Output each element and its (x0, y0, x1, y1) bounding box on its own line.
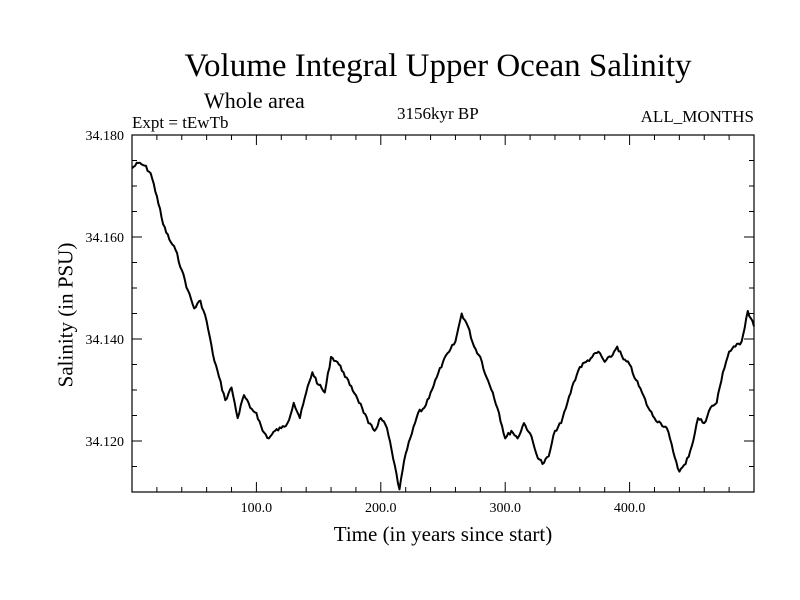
x-axis-label: Time (in years since start) (333, 522, 553, 546)
salinity-series-line (131, 161, 755, 491)
x-tick-label: 400.0 (614, 501, 646, 516)
y-tick-label: 34.160 (86, 231, 125, 246)
chart-subtitle: Whole area (204, 88, 305, 113)
x-tick-label: 300.0 (489, 501, 521, 516)
x-tick-label: 200.0 (365, 501, 397, 516)
y-tick-label: 34.180 (86, 129, 125, 144)
x-tick-label: 100.0 (241, 501, 273, 516)
period-label: ALL_MONTHS (640, 107, 754, 126)
y-axis-ticks: 34.120 34.140 34.160 34.180 (86, 129, 754, 493)
date-label: 3156kyr BP (397, 104, 479, 123)
y-tick-label: 34.140 (86, 333, 125, 348)
plot-frame (131, 134, 755, 493)
experiment-label: Expt = tEwTb (132, 113, 229, 132)
chart-title: Volume Integral Upper Ocean Salinity (184, 48, 692, 84)
y-tick-label: 34.120 (86, 435, 125, 450)
x-axis-ticks: 100.0 200.0 300.0 400.0 (131, 135, 755, 516)
